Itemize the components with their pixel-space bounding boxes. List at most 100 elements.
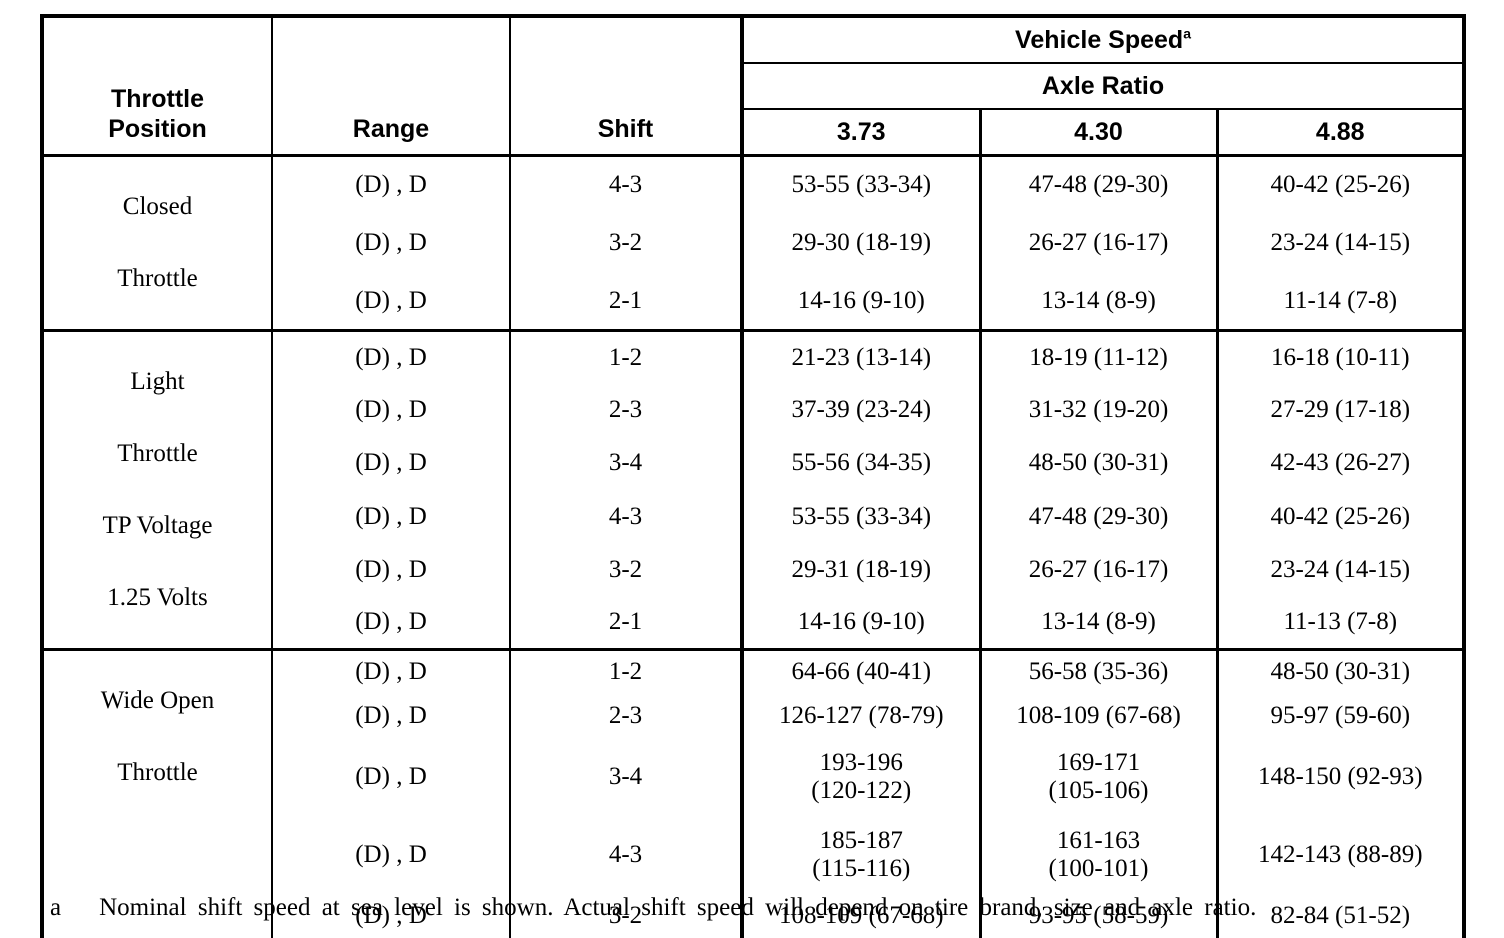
shift-cell: 3-4 [509,436,742,490]
speed-cell-430: 26-27 (16-17) [978,543,1217,597]
speed-cell-488: 11-14 (7-8) [1215,272,1465,331]
speed-cell-373: 14-16 (9-10) [740,596,980,650]
speed-cell-373: 21-23 (13-14) [740,330,980,384]
speed-cell-373: 29-30 (18-19) [740,213,980,273]
range-cell: (D) , D [271,272,510,331]
range-cell: (D) , D [271,330,510,384]
speed-cell-373: 108-109 (67-68) [740,893,980,938]
shift-cell: 4-3 [509,155,742,214]
speed-cell-488: 11-13 (7-8) [1215,596,1465,650]
speed-cell-488: 40-42 (25-26) [1215,489,1465,544]
group-closed-throttle: Closed Throttle (D) , D 4-3 53-55 (33-34… [42,155,1465,331]
speed-cell-373: 55-56 (34-35) [740,436,980,490]
speed-cell-430: 31-32 (19-20) [978,383,1217,437]
speed-cell-373: 193-196 (120-122) [740,737,980,816]
speed-cell-488: 142-143 (88-89) [1215,815,1465,894]
speed-cell-488: 148-150 (92-93) [1215,737,1465,816]
group-wide-open-throttle: Wide Open Throttle (D) , D 1-2 64-66 (40… [42,649,1465,938]
speed-cell-430: 26-27 (16-17) [978,213,1217,273]
speed-cell-373: 185-187 (115-116) [740,815,980,894]
group-label-line: Wide Open [100,687,215,714]
speed-cell-430: 161-163 (100-101) [978,815,1217,894]
shift-cell: 3-2 [509,543,742,597]
speed-cell-488: 16-18 (10-11) [1215,330,1465,384]
col-header-ratio-430: 4.30 [978,109,1217,156]
footnote-marker: a [50,894,62,921]
col-header-throttle-position: Throttle Position [108,85,207,143]
range-cell: (D) , D [271,383,510,437]
col-header-ratio-373: 3.73 [740,109,980,156]
speed-cell-488: 23-24 (14-15) [1215,213,1465,273]
range-cell: (D) , D [271,489,510,544]
table-row: Light Throttle TP Voltage 1.25 Volts (D)… [42,330,1465,611]
speed-cell-488: 42-43 (26-27) [1215,436,1465,490]
footnote: a Nominal shift speed at sea level is sh… [50,894,1450,922]
speed-cell-488: 82-84 (51-52) [1215,893,1465,938]
col-header-shift: Shift [509,16,742,156]
speed-cell-373: 29-31 (18-19) [740,543,980,597]
speed-cell-373: 64-66 (40-41) [740,649,980,694]
table-row: (D) , D 3-2 29-31 (18-19) 26-27 (16-17) … [42,543,1465,597]
speed-cell-373: 53-55 (33-34) [740,155,980,214]
speed-cell-488: 95-97 (59-60) [1215,693,1465,738]
shift-cell: 3-2 [509,893,742,938]
shift-speed-table: Throttle Position Range Shift Vehicle Sp… [40,14,1467,938]
range-cell: (D) , D [271,436,510,490]
shift-cell: 2-1 [509,596,742,650]
group-label-line: TP Voltage [102,512,213,539]
range-cell: (D) , D [271,815,510,894]
shift-cell: 3-2 [509,213,742,273]
speed-cell-373: 53-55 (33-34) [740,489,980,544]
table-row: (D) , D 4-3 53-55 (33-34) 47-48 (29-30) … [42,489,1465,544]
speed-cell-488: 40-42 (25-26) [1215,155,1465,214]
speed-cell-373: 126-127 (78-79) [740,693,980,738]
col-header-range: Range [271,16,510,156]
speed-cell-373: 14-16 (9-10) [740,272,980,331]
table-row: (D) , D 2-1 14-16 (9-10) 13-14 (8-9) 11-… [42,596,1465,650]
footnote-marker-superscript: a [1183,25,1191,42]
speed-cell-430: 169-171 (105-106) [978,737,1217,816]
shift-cell: 2-3 [509,383,742,437]
speed-cell-373: 37-39 (23-24) [740,383,980,437]
table-row: (D) , D 3-2 29-30 (18-19) 26-27 (16-17) … [42,213,1465,273]
range-cell: (D) , D [271,693,510,738]
speed-cell-430: 13-14 (8-9) [978,272,1217,331]
footnote-text: Nominal shift speed at sea level is show… [99,894,1257,921]
speed-cell-488: 27-29 (17-18) [1215,383,1465,437]
speed-cell-430: 48-50 (30-31) [978,436,1217,490]
table-row: (D) , D 3-4 193-196 (120-122) 169-171 (1… [42,737,1465,816]
table-row: (D) , D 4-3 185-187 (115-116) 161-163 (1… [42,815,1465,894]
range-cell: (D) , D [271,596,510,650]
table-row: (D) , D 2-3 37-39 (23-24) 31-32 (19-20) … [42,383,1465,437]
table-row: Wide Open Throttle (D) , D 1-2 64-66 (40… [42,649,1465,786]
range-cell: (D) , D [271,893,510,938]
group-label-line: Throttle [117,440,198,467]
group-label: Wide Open Throttle [42,650,272,938]
speed-cell-430: 93-95 (58-59) [978,893,1217,938]
table-row: (D) , D 3-2 108-109 (67-68) 93-95 (58-59… [42,893,1465,938]
shift-cell: 3-4 [509,737,742,816]
col-header-vehicle-speed: Vehicle Speeda [739,16,1465,64]
speed-cell-488: 23-24 (14-15) [1215,543,1465,597]
table-row: Closed Throttle (D) , D 4-3 53-55 (33-34… [42,155,1465,292]
range-cell: (D) , D [271,155,510,214]
table-row: (D) , D 3-4 55-56 (34-35) 48-50 (30-31) … [42,436,1465,490]
shift-cell: 1-2 [509,330,742,384]
speed-cell-430: 56-58 (35-36) [978,649,1217,694]
range-cell: (D) , D [271,737,510,816]
range-cell: (D) , D [271,543,510,597]
vehicle-speed-label: Vehicle Speed [1015,25,1184,54]
speed-cell-430: 18-19 (11-12) [978,330,1217,384]
table-row: (D) , D 2-1 14-16 (9-10) 13-14 (8-9) 11-… [42,272,1465,331]
shift-cell: 2-3 [509,693,742,738]
group-label: Light Throttle TP Voltage 1.25 Volts [42,331,272,650]
shift-cell: 2-1 [509,272,742,331]
table-header: Throttle Position Range Shift Vehicle Sp… [42,16,1465,156]
range-cell: (D) , D [271,213,510,273]
shift-cell: 4-3 [509,489,742,544]
speed-cell-430: 47-48 (29-30) [978,155,1217,214]
speed-cell-430: 13-14 (8-9) [978,596,1217,650]
speed-cell-488: 48-50 (30-31) [1215,649,1465,694]
col-header-axle-ratio: Axle Ratio [739,63,1465,110]
